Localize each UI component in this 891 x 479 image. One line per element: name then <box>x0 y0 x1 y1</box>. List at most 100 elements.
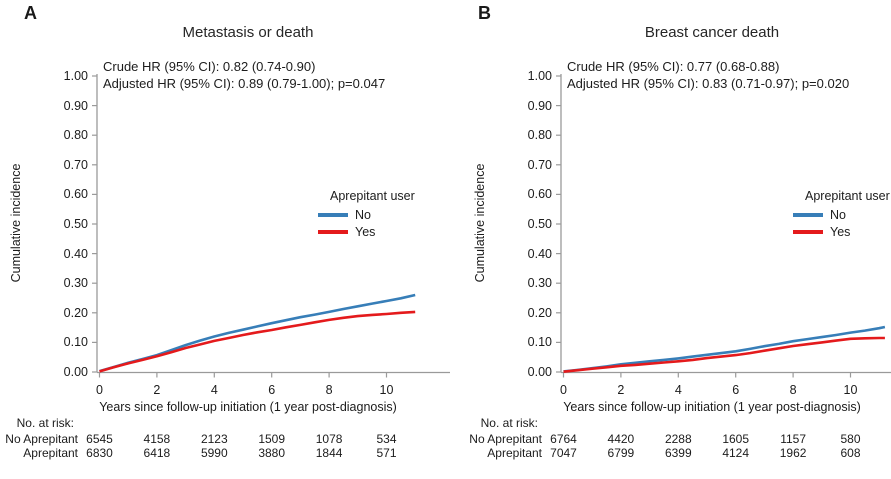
y-tick-label: 1.00 <box>527 69 552 83</box>
x-tick-label: 6 <box>268 383 276 397</box>
legend: Aprepitant user No Yes <box>318 189 415 239</box>
legend-label-yes: Yes <box>355 224 376 239</box>
panel-a: A Metastasis or death Cumulative inciden… <box>5 3 450 460</box>
risk-table-label: No. at risk: <box>480 416 538 430</box>
legend-label-no: No <box>830 207 846 222</box>
x-axis-label: Years since follow-up initiation (1 year… <box>99 400 397 414</box>
legend-item-yes: Yes <box>793 224 890 239</box>
y-tick-label: 0.40 <box>527 246 552 261</box>
legend-line-yes <box>318 229 348 234</box>
series-line-yes <box>563 336 885 373</box>
x-tick-label: 0 <box>560 383 567 397</box>
risk-table-label: No. at risk: <box>16 416 74 430</box>
y-tick-label: 0.70 <box>527 157 552 172</box>
series-line-no <box>563 325 886 373</box>
legend-label-yes: Yes <box>830 224 851 239</box>
risk-count: 5990 <box>200 446 228 460</box>
plot-canvas-b <box>556 74 891 378</box>
x-tick-label: 10 <box>843 383 858 397</box>
y-tick-label: 0.60 <box>527 187 552 202</box>
legend-line-no <box>793 212 823 217</box>
y-tick-label: 0.10 <box>527 335 552 350</box>
chart-title: Breast cancer death <box>644 24 780 41</box>
y-tick-label: 0.30 <box>527 276 552 291</box>
panel-label: B <box>478 3 491 23</box>
y-tick-label: 0.80 <box>527 128 552 143</box>
y-tick-label: 0.40 <box>63 246 88 261</box>
y-tick-label: 0.20 <box>63 305 88 320</box>
y-tick-label: 0.60 <box>63 187 88 202</box>
legend-item-no: No <box>318 207 415 222</box>
y-tick-label: 0.10 <box>63 335 88 350</box>
y-tick-label: 0.90 <box>63 98 88 113</box>
risk-count: 3880 <box>258 446 286 460</box>
risk-count: 6799 <box>607 446 635 460</box>
panel-b: B Breast cancer death Cumulative inciden… <box>464 0 891 479</box>
risk-count: 4420 <box>607 432 635 446</box>
legend: Aprepitant user No Yes <box>793 189 890 239</box>
risk-count: 7047 <box>550 446 577 460</box>
y-tick-label: 0.00 <box>527 365 552 379</box>
y-tick-label: 1.00 <box>63 69 88 83</box>
legend-line-yes <box>793 229 823 234</box>
risk-count: 6399 <box>664 446 692 460</box>
x-tick-label: 6 <box>732 383 740 397</box>
risk-count: 580 <box>840 432 861 446</box>
risk-count: 1157 <box>780 432 806 446</box>
risk-row-name-aprepitant: Aprepitant <box>23 446 78 460</box>
risk-count: 1078 <box>315 432 343 446</box>
annotation-adjusted-hr: Adjusted HR (95% CI): 0.83 (0.71-0.97); … <box>567 76 850 91</box>
risk-row-name-aprepitant: Aprepitant <box>487 446 542 460</box>
legend-item-no: No <box>793 207 890 222</box>
x-tick-label: 8 <box>325 383 333 397</box>
risk-count: 6545 <box>86 432 113 446</box>
risk-count: 4158 <box>143 432 171 446</box>
x-tick-label: 4 <box>674 383 682 397</box>
risk-count: 1509 <box>258 432 286 446</box>
legend-label-no: No <box>355 207 371 222</box>
x-tick-label: 4 <box>210 383 218 397</box>
panel-label: A <box>24 3 37 23</box>
x-tick-label: 2 <box>153 383 161 397</box>
y-tick-label: 0.30 <box>63 276 88 291</box>
y-axis-label: Cumulative incidence <box>9 163 23 283</box>
legend-title: Aprepitant user <box>330 189 415 203</box>
risk-count: 1605 <box>722 432 750 446</box>
risk-count: 608 <box>840 446 861 460</box>
risk-row-name-no-aprepitant: No Aprepitant <box>5 432 78 446</box>
y-tick-label: 0.20 <box>527 305 552 320</box>
y-tick-label: 0.50 <box>527 217 552 231</box>
y-tick-label: 0.80 <box>63 128 88 143</box>
x-tick-label: 10 <box>379 383 394 397</box>
risk-count: 6830 <box>86 446 113 460</box>
plot-canvas-a <box>92 74 450 378</box>
risk-count: 1962 <box>779 446 807 460</box>
legend-item-yes: Yes <box>318 224 415 239</box>
risk-count: 2288 <box>664 432 692 446</box>
risk-count: 571 <box>376 446 397 460</box>
y-axis-label: Cumulative incidence <box>473 163 487 283</box>
annotation-adjusted-hr: Adjusted HR (95% CI): 0.89 (0.79-1.00); … <box>103 76 386 91</box>
risk-count: 2123 <box>200 432 228 446</box>
x-tick-label: 2 <box>617 383 625 397</box>
annotation-crude-hr: Crude HR (95% CI): 0.77 (0.68-0.88) <box>567 59 780 74</box>
x-axis-label: Years since follow-up initiation (1 year… <box>563 400 861 414</box>
y-tick-label: 0.00 <box>63 365 88 379</box>
risk-count: 1844 <box>315 446 343 460</box>
y-tick-label: 0.50 <box>63 217 88 231</box>
risk-count: 534 <box>376 432 397 446</box>
risk-count: 4124 <box>722 446 750 460</box>
risk-row-name-no-aprepitant: No Aprepitant <box>469 432 542 446</box>
legend-line-no <box>318 212 348 217</box>
chart-title: Metastasis or death <box>182 24 314 41</box>
annotation-crude-hr: Crude HR (95% CI): 0.82 (0.74-0.90) <box>103 59 316 74</box>
legend-title: Aprepitant user <box>805 189 890 203</box>
series-line-yes <box>99 310 416 373</box>
y-tick-label: 0.90 <box>527 98 552 113</box>
x-tick-label: 0 <box>96 383 103 397</box>
x-tick-label: 8 <box>789 383 797 397</box>
risk-count: 6418 <box>143 446 171 460</box>
risk-count: 6764 <box>550 432 577 446</box>
y-tick-label: 0.70 <box>63 157 88 172</box>
